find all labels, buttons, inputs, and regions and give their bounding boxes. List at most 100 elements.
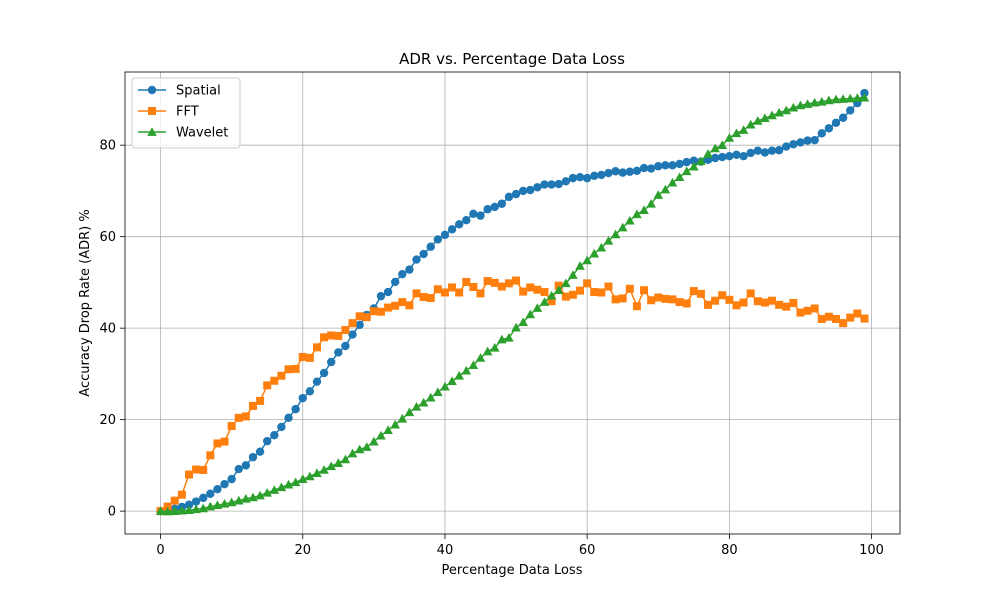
spatial-point bbox=[426, 242, 435, 251]
wavelet-point bbox=[852, 93, 863, 102]
fft-point bbox=[668, 295, 677, 304]
spatial-point bbox=[263, 436, 272, 446]
fft-point bbox=[504, 279, 513, 288]
legend-label-fft: FFT bbox=[176, 105, 199, 120]
wavelet-point bbox=[305, 471, 315, 481]
wavelet-point bbox=[760, 113, 770, 123]
fft-point bbox=[647, 296, 656, 305]
wavelet-point bbox=[497, 334, 507, 344]
fft-point bbox=[291, 364, 300, 373]
wavelet-point bbox=[696, 156, 706, 166]
spatial-point bbox=[661, 161, 670, 170]
wavelet-point bbox=[610, 229, 621, 239]
fft-point bbox=[576, 286, 585, 295]
spatial-point bbox=[383, 287, 393, 297]
axes: 0 20 40 60 80 100 0 20 40 60 80 bbox=[99, 71, 901, 558]
wavelet-point bbox=[361, 442, 372, 451]
series-layer bbox=[155, 88, 870, 516]
spatial-point bbox=[625, 167, 635, 176]
wavelet-point bbox=[191, 504, 201, 514]
y-axis-title: Accuracy Drop Rate (ADR) % bbox=[78, 209, 93, 396]
spatial-point bbox=[618, 168, 627, 177]
fft-point bbox=[376, 307, 385, 316]
fft-point bbox=[369, 307, 378, 316]
wavelet-point bbox=[667, 177, 678, 187]
wavelet-point bbox=[219, 499, 230, 508]
wavelet-point bbox=[745, 119, 756, 129]
wavelet-point bbox=[625, 215, 635, 225]
spatial-point bbox=[355, 320, 364, 330]
fft-point bbox=[398, 298, 407, 307]
wavelet-point bbox=[155, 506, 166, 515]
spatial-point bbox=[540, 180, 549, 189]
fft-point bbox=[490, 278, 499, 287]
fft-point bbox=[192, 465, 201, 474]
fft-point bbox=[725, 295, 734, 304]
fft-line bbox=[160, 279, 865, 512]
fft-point bbox=[533, 285, 542, 294]
spatial-point bbox=[440, 230, 450, 240]
fft-point bbox=[625, 284, 634, 293]
wavelet-point bbox=[589, 248, 600, 258]
spatial-point bbox=[248, 452, 258, 462]
fft-point bbox=[860, 314, 869, 323]
fft-point bbox=[682, 299, 691, 308]
spatial-point bbox=[732, 150, 741, 159]
wavelet-point bbox=[447, 376, 457, 386]
legend-box bbox=[131, 77, 241, 149]
x-tick-label: 0 bbox=[156, 543, 164, 558]
wavelet-point bbox=[369, 436, 379, 446]
plot-frame bbox=[124, 71, 901, 535]
wavelet-point bbox=[482, 346, 493, 356]
fft-point bbox=[832, 315, 841, 324]
spatial-point bbox=[817, 129, 826, 138]
fft-point bbox=[241, 412, 250, 421]
wavelet-point bbox=[603, 235, 614, 245]
wavelet-point bbox=[297, 474, 308, 483]
fft-point bbox=[341, 325, 350, 334]
fft-point bbox=[284, 365, 293, 374]
wavelet-point bbox=[703, 149, 713, 158]
fft-point bbox=[789, 299, 798, 307]
fft-point bbox=[796, 308, 805, 317]
fft-point bbox=[618, 294, 627, 303]
spatial-point bbox=[298, 393, 307, 403]
spatial-point bbox=[341, 341, 350, 351]
fft-point bbox=[184, 470, 193, 479]
wavelet-point bbox=[731, 128, 742, 138]
fft-point bbox=[419, 293, 428, 302]
fft-point bbox=[469, 282, 478, 291]
fft-point bbox=[405, 301, 414, 310]
x-axis-title: Percentage Data Loss bbox=[442, 563, 583, 578]
spatial-point bbox=[646, 164, 656, 173]
wavelet-point bbox=[376, 430, 386, 440]
spatial-point bbox=[725, 151, 734, 161]
spatial-point bbox=[497, 199, 507, 208]
spatial-point bbox=[227, 474, 236, 484]
fft-point bbox=[355, 312, 364, 321]
wavelet-point bbox=[404, 407, 415, 417]
spatial-point bbox=[405, 265, 414, 274]
fft-point bbox=[775, 300, 784, 309]
wavelet-point bbox=[831, 94, 841, 104]
wavelet-point bbox=[319, 465, 329, 474]
wavelet-point bbox=[468, 360, 479, 370]
series-fft bbox=[156, 276, 869, 516]
fft-point bbox=[455, 288, 464, 297]
spatial-point bbox=[654, 162, 663, 171]
wavelet-point bbox=[632, 209, 642, 219]
spatial-point bbox=[526, 185, 535, 195]
fft-point bbox=[391, 301, 400, 310]
legend: Spatial FFT Wavelet bbox=[131, 77, 241, 149]
wavelet-point bbox=[532, 303, 543, 312]
wavelet-point bbox=[390, 419, 400, 429]
spatial-point bbox=[753, 146, 762, 155]
fft-point bbox=[163, 502, 172, 511]
fft-point bbox=[199, 465, 208, 474]
wavelet-point bbox=[425, 392, 436, 402]
wavelet-point bbox=[575, 261, 585, 270]
wavelet-point bbox=[689, 161, 699, 171]
wavelet-point bbox=[269, 485, 280, 494]
fft-point bbox=[846, 313, 855, 322]
spatial-point bbox=[824, 124, 834, 133]
